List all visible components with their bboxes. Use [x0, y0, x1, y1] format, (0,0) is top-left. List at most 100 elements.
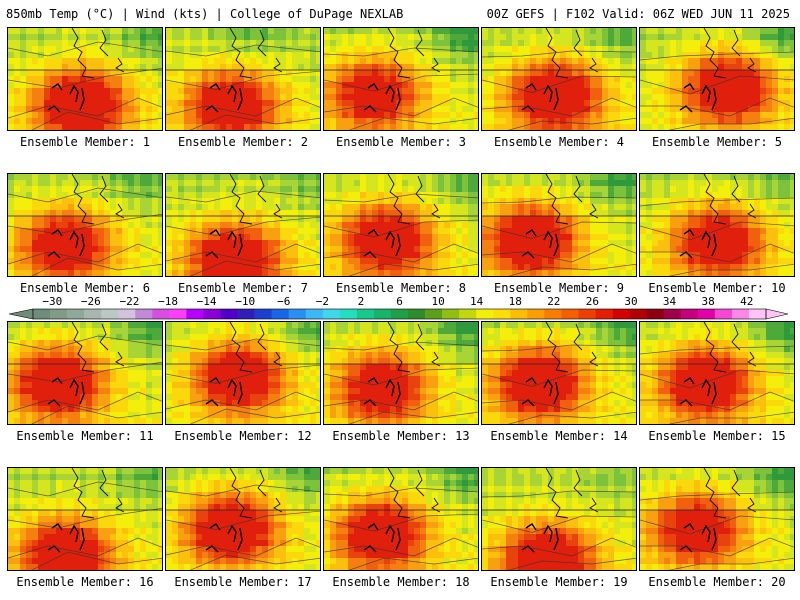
colorbar-tick-label: −18: [158, 295, 178, 308]
contour-line: [640, 243, 794, 263]
ensemble-member-label: Ensemble Member: 18: [332, 575, 470, 589]
colorbar-tick-label: 34: [662, 295, 677, 308]
colorbar-tick-label: −22: [119, 295, 140, 308]
colorbar-tick-label: 22: [547, 295, 561, 308]
contour-line: [324, 487, 478, 497]
terrain-outline: [47, 83, 85, 113]
contour-line: [31, 111, 162, 130]
terrain-outline: [363, 229, 401, 259]
colorbar-tick-label: 26: [585, 295, 600, 308]
temperature-field: [482, 468, 636, 570]
contour-line: [324, 367, 478, 386]
contour-line: [640, 369, 794, 389]
terrain-outline: [205, 229, 243, 259]
colorbar-tick-label: −26: [80, 295, 101, 308]
terrain-outline: [47, 377, 85, 407]
coastline: [387, 28, 441, 79]
contour-line: [189, 554, 320, 570]
ensemble-member-map: [165, 173, 321, 277]
contour-line: [482, 515, 636, 533]
contour-line: [640, 197, 794, 207]
contour-line: [166, 97, 320, 117]
ensemble-member-map: [7, 27, 163, 131]
contour-line: [640, 345, 794, 355]
colorbar-tick-label: −14: [196, 295, 217, 308]
ensemble-member-label: Ensemble Member: 16: [16, 575, 154, 589]
terrain-outline: [205, 83, 243, 113]
colorbar-swatch: [459, 309, 477, 319]
contour-line: [482, 75, 636, 93]
ensemble-member-map: [165, 467, 321, 571]
colorbar-swatch: [629, 309, 647, 319]
colorbar-swatch: [510, 309, 528, 319]
coastline: [387, 174, 441, 225]
coastline: [703, 468, 757, 519]
contour-line: [324, 341, 478, 351]
coastline: [71, 468, 125, 519]
coastline: [703, 174, 757, 225]
temperature-field: [166, 28, 320, 130]
colorbar-tick-label: −2: [315, 295, 329, 308]
contour-line: [8, 213, 162, 235]
colorbar-swatch: [339, 309, 358, 319]
temperature-field: [640, 468, 794, 570]
colorbar-tick-label: −6: [277, 295, 291, 308]
contour-line: [640, 491, 794, 501]
temperature-field: [8, 174, 162, 276]
ensemble-member-label: Ensemble Member: 13: [332, 429, 470, 443]
colorbar-swatch: [408, 309, 426, 319]
contour-line: [166, 484, 320, 497]
ensemble-member-label: Ensemble Member: 2: [177, 135, 309, 149]
ensemble-member-map: [481, 467, 637, 571]
colorbar-swatch: [356, 309, 375, 319]
ensemble-member-map: [165, 321, 321, 425]
ensemble-member-label: Ensemble Member: 19: [490, 575, 628, 589]
colorbar-swatch: [220, 309, 238, 319]
contour-line: [482, 97, 636, 117]
colorbar-swatch: [305, 309, 324, 319]
contour-line: [668, 557, 794, 570]
colorbar-swatch: [33, 309, 51, 319]
contour-line: [8, 537, 162, 559]
contour-line: [668, 411, 794, 424]
colorbar-swatch: [390, 309, 409, 319]
coastline: [545, 468, 599, 519]
coastline: [229, 174, 283, 225]
ensemble-member-map: [323, 467, 479, 571]
contour-line: [8, 361, 162, 383]
colorbar-swatch: [203, 309, 221, 319]
contour-line: [189, 260, 320, 276]
contour-line: [348, 117, 478, 130]
colorbar-tick-label: 30: [624, 295, 638, 308]
contour-line: [348, 411, 478, 424]
ensemble-member-map: [323, 173, 479, 277]
colorbar-swatch: [493, 309, 511, 319]
ensemble-member-label: Ensemble Member: 1: [19, 135, 151, 149]
contour-line: [482, 369, 636, 387]
contour-line: [166, 216, 320, 236]
ensemble-member-map: [165, 27, 321, 131]
ensemble-member-map: [7, 321, 163, 425]
coastline: [229, 28, 283, 79]
colorbar-swatch: [476, 309, 494, 319]
coastline: [545, 322, 599, 373]
ensemble-member-label: Ensemble Member: 12: [174, 429, 312, 443]
colorbar-swatch: [425, 309, 443, 319]
colorbar-tick-label: −10: [235, 295, 256, 308]
temperature-field: [640, 174, 794, 276]
temperature-field: [8, 468, 162, 570]
colorbar-swatch: [544, 309, 562, 319]
colorbar-swatch: [271, 309, 289, 319]
contour-line: [8, 243, 162, 265]
contour-line: [482, 537, 636, 557]
colorbar-swatch: [169, 309, 187, 319]
contour-line: [640, 75, 794, 95]
contour-line: [166, 510, 320, 530]
contour-line: [640, 221, 794, 241]
contour-line: [166, 243, 320, 263]
contour-line: [507, 263, 636, 276]
ensemble-member-label: Ensemble Member: 5: [651, 135, 783, 149]
terrain-outline: [679, 83, 717, 113]
ensemble-member-label: Ensemble Member: 17: [174, 575, 312, 589]
terrain-outline: [363, 377, 401, 407]
